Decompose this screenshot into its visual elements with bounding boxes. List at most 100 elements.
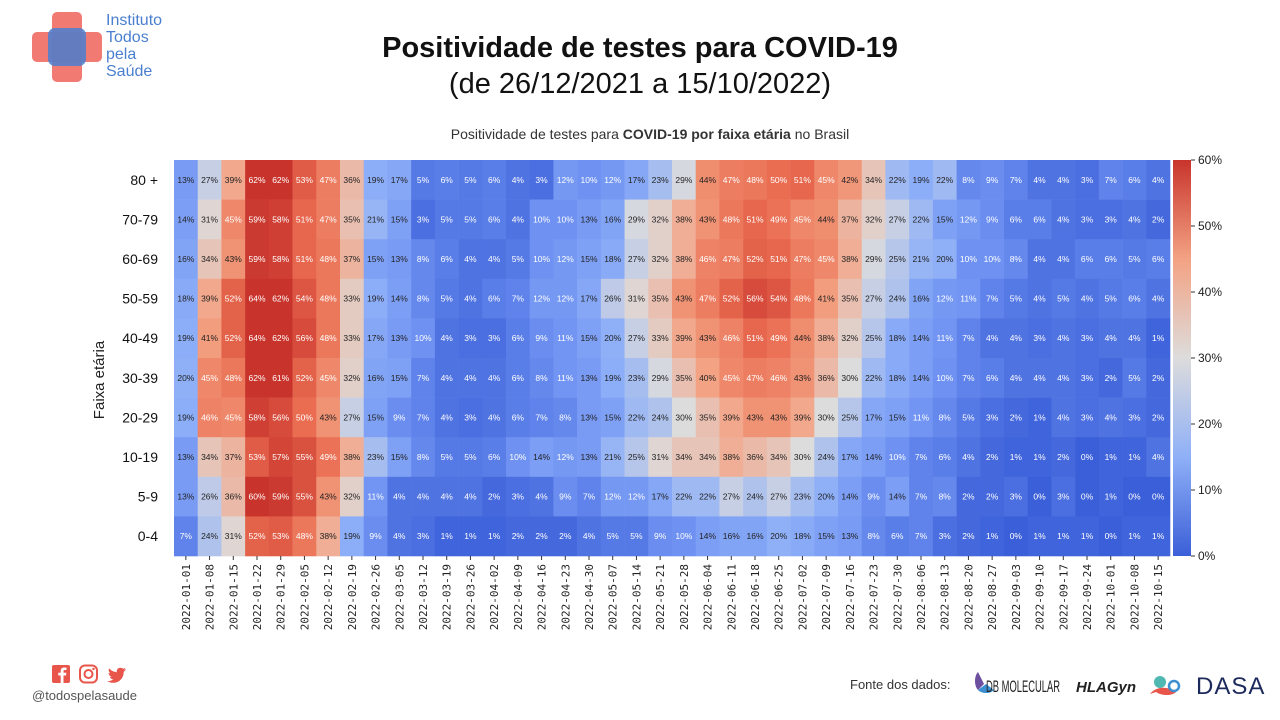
heatmap-cell	[245, 278, 270, 319]
heatmap-cell	[387, 516, 412, 557]
heatmap-cell	[743, 476, 768, 517]
cell-label: 38%	[818, 333, 835, 343]
heatmap-cell	[458, 437, 483, 478]
heatmap-cell	[1004, 437, 1029, 478]
cell-label: 4%	[1033, 294, 1046, 304]
cell-label: 14%	[912, 373, 929, 383]
heatmap-cell	[577, 199, 602, 240]
heatmap-cell	[766, 397, 791, 438]
cell-label: 9%	[393, 412, 406, 422]
cell-label: 48%	[723, 214, 740, 224]
heatmap-cell	[1075, 318, 1100, 359]
cell-label: 7%	[915, 531, 928, 541]
heatmap-cell	[363, 318, 388, 359]
heatmap-cell	[340, 476, 365, 517]
cell-label: 4%	[1033, 254, 1046, 264]
cell-label: 12%	[628, 492, 645, 502]
facebook-icon[interactable]	[52, 665, 70, 683]
row-label: 40-49	[122, 330, 158, 346]
cell-label: 4%	[1152, 452, 1165, 462]
cell-label: 19%	[912, 175, 929, 185]
row-label: 10-19	[122, 449, 158, 465]
cell-label: 3%	[939, 531, 952, 541]
heatmap-cell	[292, 239, 317, 280]
heatmap-cell	[506, 358, 531, 398]
cell-label: 5%	[1057, 294, 1070, 304]
cell-label: 4%	[441, 412, 454, 422]
cell-label: 4%	[1057, 412, 1070, 422]
column-label: 2022-01-29	[275, 564, 288, 630]
colorbar-ticks: 0% 10% 20% 30% 40% 50% 60%	[1191, 153, 1222, 563]
heatmap-cell	[790, 239, 815, 280]
cell-label: 1%	[464, 531, 477, 541]
heatmap-cell	[956, 397, 981, 438]
cell-label: 13%	[580, 412, 597, 422]
cell-label: 15%	[580, 254, 597, 264]
cell-label: 43%	[794, 373, 811, 383]
heatmap-cell	[838, 160, 863, 200]
heatmap-cell	[600, 160, 625, 200]
cell-label: 4%	[1128, 214, 1141, 224]
heatmap-cell	[482, 239, 507, 280]
heatmap-cell	[174, 476, 199, 517]
heatmap-cell	[838, 516, 863, 557]
cell-label: 24%	[818, 452, 835, 462]
chart-title-part3: no Brasil	[790, 126, 850, 142]
cell-label: 4%	[1128, 333, 1141, 343]
cell-label: 13%	[580, 373, 597, 383]
cell-label: 4%	[488, 254, 501, 264]
logo-line: Saúde	[106, 63, 153, 80]
heatmap-cell	[553, 278, 578, 319]
heatmap-cell	[1051, 516, 1076, 557]
cell-label: 42%	[841, 175, 858, 185]
heatmap-cell	[529, 397, 554, 438]
cell-label: 9%	[559, 492, 572, 502]
heatmap-cell	[624, 437, 649, 478]
cell-label: 3%	[1033, 333, 1046, 343]
heatmap-cell	[766, 199, 791, 240]
cell-label: 2%	[488, 492, 501, 502]
heatmap-cell	[1027, 199, 1052, 240]
cell-label: 6%	[488, 452, 501, 462]
heatmap-cell	[648, 239, 673, 280]
cell-label: 40%	[699, 373, 716, 383]
instagram-icon[interactable]	[79, 664, 98, 684]
cell-label: 53%	[272, 531, 289, 541]
heatmap-cell	[1075, 437, 1100, 478]
cell-label: 11%	[960, 294, 977, 304]
heatmap-cell	[268, 199, 293, 240]
heatmap-cell	[648, 437, 673, 478]
cell-label: 15%	[391, 373, 408, 383]
cell-label: 0%	[1081, 492, 1094, 502]
cell-label: 7%	[915, 492, 928, 502]
heatmap-cell	[695, 437, 720, 478]
heatmap-cell	[980, 516, 1005, 557]
heatmap-cell	[624, 358, 649, 398]
page-title: Positividade de testes para COVID-19	[382, 32, 898, 64]
heatmap-cell	[695, 199, 720, 240]
heatmap-cell	[743, 397, 768, 438]
cell-label: 2%	[1152, 412, 1165, 422]
cell-label: 7%	[986, 294, 999, 304]
cell-label: 46%	[723, 333, 740, 343]
heatmap-cell	[174, 278, 199, 319]
cell-label: 62%	[272, 333, 289, 343]
cell-label: 34%	[201, 452, 218, 462]
cell-label: 3%	[1081, 373, 1094, 383]
cell-label: 10%	[557, 214, 574, 224]
heatmap-cell	[553, 199, 578, 240]
social-handle[interactable]: @todospelasaude	[32, 688, 137, 703]
heatmap-cell	[553, 160, 578, 200]
heatmap-cell	[245, 239, 270, 280]
heatmap-cell	[411, 278, 436, 319]
cell-label: 51%	[746, 214, 763, 224]
cell-label: 47%	[320, 175, 337, 185]
cell-label: 47%	[794, 254, 811, 264]
cell-label: 1%	[1152, 531, 1165, 541]
twitter-icon[interactable]	[107, 667, 126, 683]
cell-label: 27%	[723, 492, 740, 502]
heatmap-cell	[268, 437, 293, 478]
heatmap-cell	[1004, 516, 1029, 557]
heatmap-cell	[932, 437, 957, 478]
heatmap-cell	[340, 358, 365, 398]
